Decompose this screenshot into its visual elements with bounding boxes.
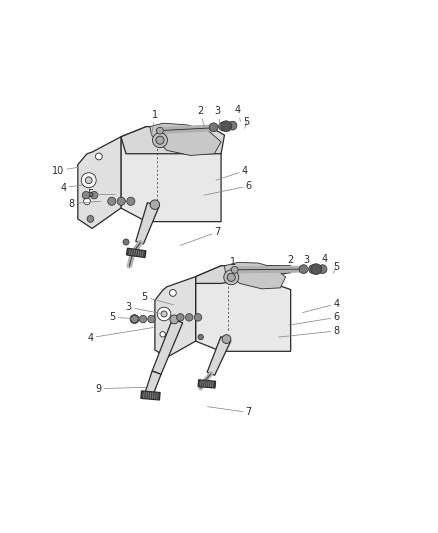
Polygon shape	[224, 262, 286, 289]
Text: 5: 5	[141, 292, 173, 305]
Circle shape	[148, 316, 155, 323]
Text: 3: 3	[126, 302, 160, 313]
Text: 8: 8	[279, 326, 339, 337]
Circle shape	[95, 153, 102, 160]
Circle shape	[84, 198, 90, 205]
Text: 4: 4	[235, 106, 241, 122]
Text: 3: 3	[215, 106, 221, 127]
Text: 9: 9	[95, 384, 146, 394]
Circle shape	[156, 136, 164, 144]
Polygon shape	[141, 391, 160, 400]
Circle shape	[123, 239, 129, 245]
Text: 4: 4	[87, 328, 153, 343]
Circle shape	[160, 332, 166, 337]
Text: 1: 1	[226, 257, 236, 273]
Circle shape	[177, 313, 184, 321]
Polygon shape	[150, 123, 221, 156]
Text: 7: 7	[208, 407, 251, 417]
Circle shape	[81, 173, 96, 188]
Text: 10: 10	[52, 166, 78, 176]
Text: 8: 8	[69, 199, 101, 208]
Circle shape	[131, 316, 138, 323]
Text: 5: 5	[87, 190, 115, 199]
Circle shape	[224, 270, 239, 285]
Circle shape	[219, 122, 227, 131]
Circle shape	[221, 121, 232, 132]
Polygon shape	[207, 337, 231, 375]
Polygon shape	[121, 127, 224, 154]
Text: 4: 4	[303, 299, 339, 313]
Circle shape	[90, 191, 98, 199]
Polygon shape	[136, 203, 159, 244]
Text: 4: 4	[60, 183, 82, 193]
Circle shape	[299, 265, 308, 273]
Circle shape	[198, 334, 203, 340]
Circle shape	[309, 265, 318, 273]
Polygon shape	[78, 137, 121, 229]
Circle shape	[185, 313, 193, 321]
Text: 2: 2	[287, 255, 294, 270]
Circle shape	[85, 177, 92, 184]
Text: 6: 6	[204, 181, 251, 195]
Polygon shape	[152, 319, 183, 375]
Text: 1: 1	[152, 110, 158, 136]
Polygon shape	[155, 277, 196, 358]
Circle shape	[157, 307, 171, 321]
Circle shape	[157, 127, 163, 134]
Polygon shape	[198, 380, 215, 388]
Polygon shape	[121, 127, 221, 222]
Circle shape	[231, 266, 238, 273]
Text: 4: 4	[321, 254, 328, 269]
Circle shape	[161, 311, 167, 317]
Polygon shape	[127, 248, 146, 257]
Text: 5: 5	[110, 312, 146, 322]
Circle shape	[82, 191, 90, 199]
Circle shape	[311, 264, 321, 274]
Circle shape	[127, 197, 135, 205]
Circle shape	[222, 335, 231, 343]
Text: 6: 6	[289, 312, 339, 325]
Circle shape	[170, 315, 179, 324]
Circle shape	[228, 121, 237, 130]
Text: 7: 7	[180, 227, 221, 245]
Circle shape	[150, 200, 159, 209]
Text: 5: 5	[244, 117, 250, 128]
Polygon shape	[196, 266, 291, 284]
Circle shape	[194, 313, 202, 321]
Text: 3: 3	[303, 255, 309, 270]
Circle shape	[117, 197, 125, 205]
Polygon shape	[144, 371, 161, 398]
Polygon shape	[196, 266, 291, 351]
Text: 4: 4	[216, 166, 248, 180]
Circle shape	[130, 314, 139, 324]
Circle shape	[108, 197, 116, 205]
Text: 5: 5	[333, 262, 339, 273]
Circle shape	[139, 316, 147, 323]
Circle shape	[209, 123, 218, 132]
Circle shape	[152, 133, 167, 148]
Circle shape	[227, 273, 235, 281]
Text: 2: 2	[198, 106, 204, 127]
Circle shape	[170, 289, 176, 296]
Circle shape	[87, 215, 94, 222]
Circle shape	[318, 265, 327, 273]
